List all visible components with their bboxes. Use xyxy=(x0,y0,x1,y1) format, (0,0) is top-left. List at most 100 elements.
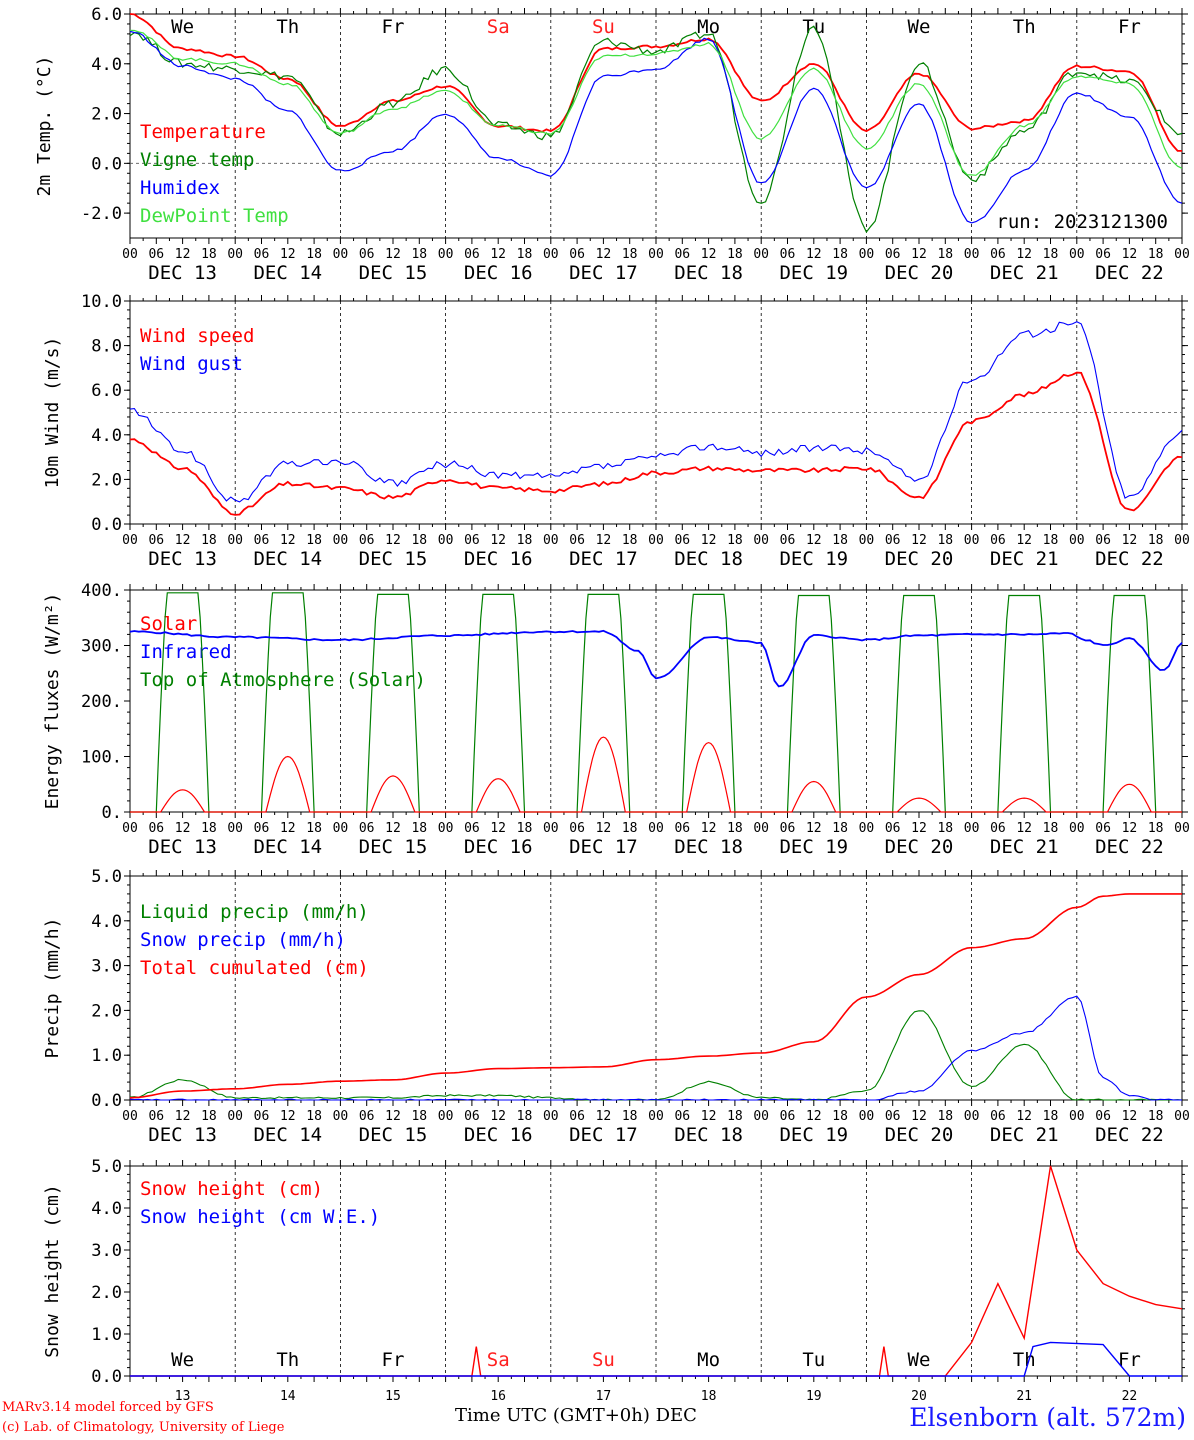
day-number-label: 21 xyxy=(1016,1389,1032,1404)
date-label: DEC 18 xyxy=(674,548,743,570)
series-line-snow-height-cm-w-e- xyxy=(130,1341,1182,1377)
hour-label: 12 xyxy=(806,247,822,262)
x-axis-title: Time UTC (GMT+0h) DEC xyxy=(455,1405,697,1426)
hour-label: 00 xyxy=(964,1109,980,1124)
hour-label: 06 xyxy=(674,247,690,262)
hour-label: 12 xyxy=(1122,533,1138,548)
date-label: DEC 17 xyxy=(569,262,638,284)
hour-label: 00 xyxy=(859,533,875,548)
hour-label: 00 xyxy=(648,533,664,548)
hour-label: 18 xyxy=(1148,247,1164,262)
y-tick-label: 10.0 xyxy=(81,292,122,312)
weekday-label-bottom: We xyxy=(908,1349,931,1371)
weekday-label-bottom: Mo xyxy=(697,1349,720,1371)
date-label: DEC 14 xyxy=(253,836,322,858)
hour-label: 00 xyxy=(1174,247,1190,262)
hour-label: 18 xyxy=(937,533,953,548)
y-tick-label: 1.0 xyxy=(91,1325,122,1345)
hour-label: 18 xyxy=(622,1109,638,1124)
y-tick-label: -2.0 xyxy=(81,204,122,224)
day-number-label: 18 xyxy=(701,1389,717,1404)
hour-label: 12 xyxy=(701,1109,717,1124)
hour-label: 00 xyxy=(227,247,243,262)
hour-label: 00 xyxy=(438,533,454,548)
series-line-infrared xyxy=(129,629,1183,688)
hour-label: 12 xyxy=(490,533,506,548)
series-line-snow-height-cm- xyxy=(130,1165,1183,1377)
hour-label: 06 xyxy=(254,247,270,262)
date-label: DEC 16 xyxy=(464,1124,533,1146)
hour-label: 06 xyxy=(885,1109,901,1124)
hour-label: 06 xyxy=(359,821,375,836)
day-number-label: 13 xyxy=(175,1389,191,1404)
y-tick-label: 2.0 xyxy=(91,105,122,125)
hour-label: 12 xyxy=(385,821,401,836)
hour-label: 06 xyxy=(780,821,796,836)
date-label: DEC 17 xyxy=(569,836,638,858)
y-tick-label: 4.0 xyxy=(91,1199,122,1219)
hour-label: 00 xyxy=(859,821,875,836)
hour-label: 00 xyxy=(1069,821,1085,836)
hour-label: 00 xyxy=(122,1109,138,1124)
day-number-label: 15 xyxy=(385,1389,401,1404)
hour-label: 00 xyxy=(753,247,769,262)
date-label: DEC 20 xyxy=(885,262,954,284)
y-axis-label: 2m Temp. (°C) xyxy=(34,56,55,197)
weekday-label-bottom: We xyxy=(171,1349,194,1371)
hour-label: 18 xyxy=(622,821,638,836)
hour-label: 18 xyxy=(1148,533,1164,548)
hour-label: 06 xyxy=(780,247,796,262)
hour-label: 00 xyxy=(964,247,980,262)
series-line-dewpoint-temp xyxy=(129,29,1183,176)
series-line-vigne-temp xyxy=(129,25,1183,234)
weekday-label-top: We xyxy=(171,16,194,38)
hour-label: 12 xyxy=(806,533,822,548)
date-label: DEC 14 xyxy=(253,262,322,284)
hour-label: 12 xyxy=(911,247,927,262)
day-number-label: 17 xyxy=(596,1389,612,1404)
hour-label: 00 xyxy=(648,821,664,836)
hour-label: 12 xyxy=(1122,821,1138,836)
weekday-label-top: Mo xyxy=(697,16,720,38)
legend-entry: DewPoint Temp xyxy=(140,205,289,227)
hour-label: 18 xyxy=(201,533,217,548)
hour-label: 00 xyxy=(1069,247,1085,262)
date-label: DEC 21 xyxy=(990,262,1059,284)
hour-label: 12 xyxy=(911,533,927,548)
date-label: DEC 20 xyxy=(885,836,954,858)
hour-label: 06 xyxy=(464,1109,480,1124)
hour-label: 06 xyxy=(254,533,270,548)
legend-entry: Humidex xyxy=(140,177,220,199)
hour-label: 12 xyxy=(1016,247,1032,262)
weekday-label-bottom: Tu xyxy=(802,1349,825,1371)
hour-label: 06 xyxy=(148,1109,164,1124)
y-axis-label: Snow height (cm) xyxy=(42,1184,63,1357)
date-label: DEC 19 xyxy=(779,548,848,570)
y-axis-label: Energy fluxes (W/m²) xyxy=(42,593,63,810)
date-label: DEC 20 xyxy=(885,1124,954,1146)
hour-label: 18 xyxy=(201,821,217,836)
date-label: DEC 16 xyxy=(464,836,533,858)
hour-label: 12 xyxy=(701,533,717,548)
hour-label: 00 xyxy=(1069,533,1085,548)
hour-label: 12 xyxy=(1016,533,1032,548)
hour-label: 06 xyxy=(1095,821,1111,836)
date-label: DEC 17 xyxy=(569,548,638,570)
date-label: DEC 15 xyxy=(359,262,428,284)
hour-label: 00 xyxy=(543,821,559,836)
hour-label: 00 xyxy=(1174,821,1190,836)
hour-label: 12 xyxy=(280,1109,296,1124)
y-tick-label: 200. xyxy=(81,692,122,712)
hour-label: 18 xyxy=(306,1109,322,1124)
hour-label: 12 xyxy=(385,533,401,548)
y-tick-label: 3.0 xyxy=(91,1241,122,1261)
y-tick-label: 6.0 xyxy=(91,5,122,25)
day-number-label: 19 xyxy=(806,1389,822,1404)
y-tick-label: 4.0 xyxy=(91,426,122,446)
legend-entry: Wind speed xyxy=(140,325,254,347)
hour-label: 06 xyxy=(464,533,480,548)
hour-label: 12 xyxy=(280,533,296,548)
hour-label: 00 xyxy=(333,247,349,262)
date-label: DEC 14 xyxy=(253,548,322,570)
hour-label: 00 xyxy=(333,1109,349,1124)
